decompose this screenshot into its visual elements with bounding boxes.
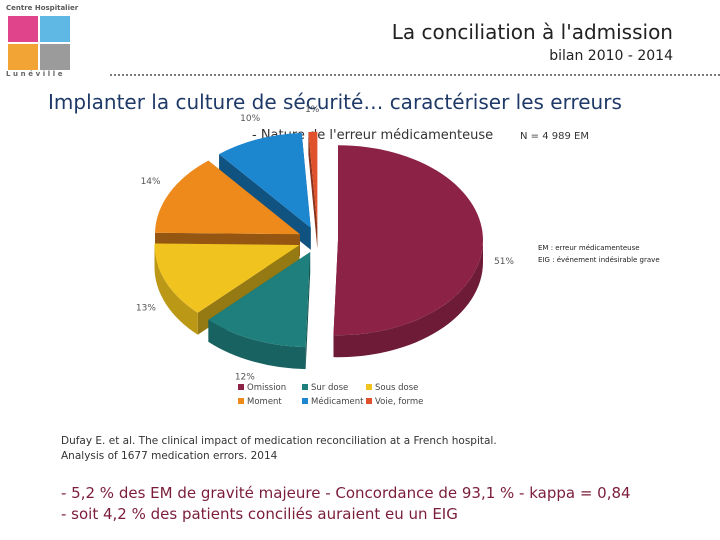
slide-subtitle: bilan 2010 - 2014: [549, 48, 673, 64]
logo-square-blue: [40, 16, 70, 42]
legend-swatch: [366, 384, 372, 390]
pie-slice-wall: [308, 131, 318, 249]
pie-label-moment: 14%: [141, 177, 161, 187]
pie-label-omission: 51%: [494, 257, 514, 267]
header-divider: [110, 74, 720, 76]
logo-square-grey: [40, 44, 70, 70]
pie-slice-top: [308, 131, 318, 227]
legend-swatch: [302, 384, 308, 390]
pie-slice-top: [208, 252, 311, 348]
legend-label: Sur dose: [311, 383, 348, 393]
reference-citation: Dufay E. et al. The clinical impact of m…: [61, 434, 497, 464]
pie-slice-side: [208, 319, 306, 370]
section-heading: Implanter la culture de sécurité… caract…: [48, 90, 622, 114]
pie-slice-top: [219, 132, 311, 228]
logo-city-text: Lunéville: [6, 70, 66, 78]
legend-item-medicament: Médicament: [302, 396, 364, 407]
legend-swatch: [238, 398, 244, 404]
pie-slice-side: [333, 240, 483, 358]
sample-size-label: N = 4 989 EM: [520, 131, 589, 142]
pie-label-sous-dose: 13%: [136, 304, 156, 314]
hospital-logo: Centre Hospitalier Lunéville: [6, 4, 79, 78]
pie-slice-omission: [333, 145, 483, 358]
pie-slice-wall: [305, 252, 311, 370]
legend-label: Omission: [247, 383, 286, 393]
legend-label: Moment: [247, 397, 282, 407]
pie-slice-top: [154, 243, 300, 313]
pie-label-sur-dose: 12%: [235, 373, 255, 383]
definitions: EM : erreur médicamenteuse EIG : événeme…: [538, 242, 660, 266]
conclusions: - 5,2 % des EM de gravité majeure - Conc…: [61, 483, 631, 525]
pie-slice-sur-dose: [208, 252, 311, 370]
slide-title: La conciliation à l'admission: [391, 20, 673, 44]
reference-line-2: Analysis of 1677 medication errors. 2014: [61, 450, 278, 462]
pie-slice-voie-forme: [308, 131, 318, 249]
pie-label-voie-forme: 1%: [305, 105, 320, 115]
legend-label: Voie, forme: [375, 397, 423, 407]
legend-label: Sous dose: [375, 383, 418, 393]
legend-swatch: [366, 398, 372, 404]
legend-item-voie-forme: Voie, forme: [366, 397, 423, 407]
conclusion-line-2: - soit 4,2 % des patients conciliés aura…: [61, 505, 458, 523]
legend-label: Médicament: [311, 396, 364, 407]
legend-swatch: [238, 384, 244, 390]
pie-slice-side: [154, 245, 198, 335]
conclusion-line-1: - 5,2 % des EM de gravité majeure - Conc…: [61, 484, 631, 502]
definition-em: EM : erreur médicamenteuse: [538, 244, 640, 252]
legend-item-sous-dose: Sous dose: [366, 383, 418, 393]
legend-item-sur-dose: Sur dose: [302, 383, 348, 393]
logo-square-orange: [8, 44, 38, 70]
logo-square-pink: [8, 16, 38, 42]
legend-swatch: [302, 398, 308, 404]
logo-top-text: Centre Hospitalier: [6, 4, 79, 12]
pie-slice-top: [155, 160, 300, 235]
legend-item-moment: Moment: [238, 397, 282, 407]
pie-slice-top: [333, 145, 483, 336]
legend-item-omission: Omission: [238, 383, 286, 393]
definition-eig: EIG : événement indésirable grave: [538, 256, 660, 264]
pie-label-medicament: 10%: [240, 114, 260, 124]
reference-line-1: Dufay E. et al. The clinical impact of m…: [61, 435, 497, 447]
